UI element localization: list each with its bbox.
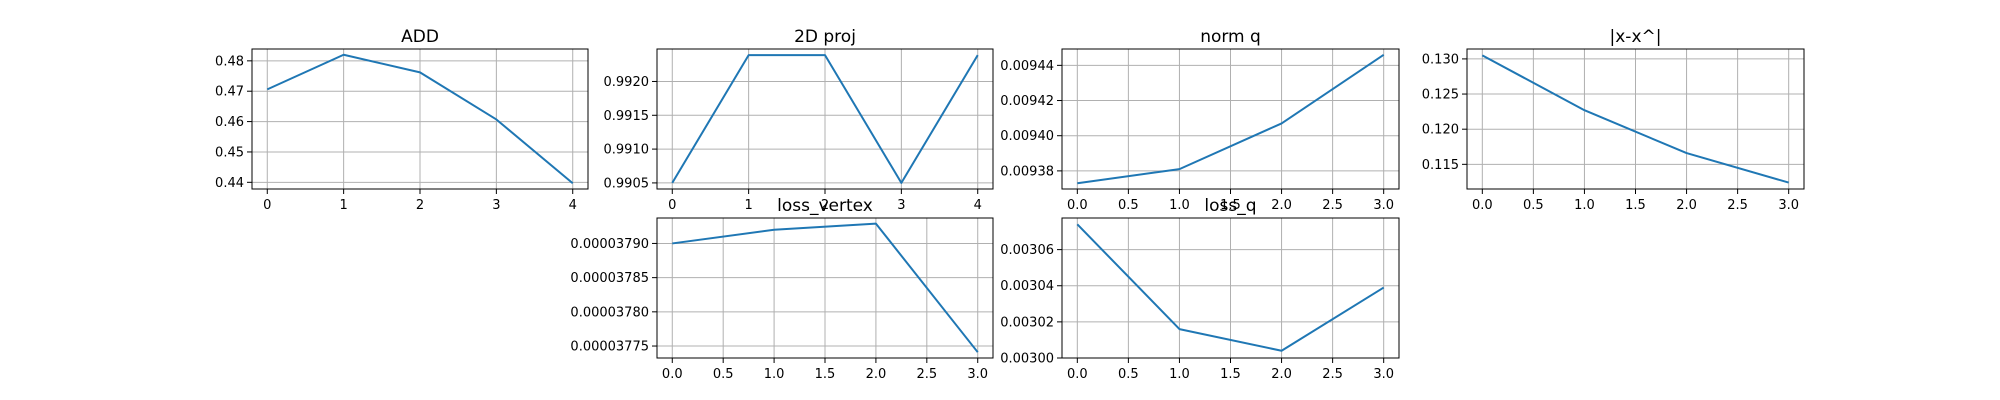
x-tick-label: 2.5 — [1322, 198, 1343, 213]
y-tick-label: 0.125 — [1422, 88, 1459, 103]
y-tick-label: 0.45 — [215, 145, 244, 160]
y-tick-label: 0.00944 — [1000, 59, 1054, 74]
chart-title: ADD — [401, 27, 439, 47]
x-tick-label: 0 — [668, 198, 676, 213]
x-tick-label: 1.5 — [815, 367, 836, 382]
y-tick-label: 0.9920 — [604, 75, 650, 90]
x-tick-label: 1.0 — [1169, 198, 1190, 213]
series-line — [671, 54, 979, 184]
y-tick-label: 0.120 — [1422, 123, 1459, 138]
x-tick-label: 0 — [263, 198, 271, 213]
y-tick-label: 0.00938 — [1000, 164, 1054, 179]
x-tick-label: 1.5 — [1220, 367, 1241, 382]
x-tick-label: 0.5 — [1523, 198, 1544, 213]
x-tick-label: 4 — [974, 198, 982, 213]
y-tick-label: 0.9915 — [604, 109, 650, 124]
x-tick-label: 3.0 — [1778, 198, 1799, 213]
x-tick-label: 0.0 — [662, 367, 683, 382]
x-tick-label: 2.0 — [1271, 198, 1292, 213]
x-tick-label: 1 — [339, 198, 347, 213]
x-tick-label: 1.0 — [1574, 198, 1595, 213]
x-tick-label: 0.0 — [1472, 198, 1493, 213]
series-line — [1076, 223, 1385, 352]
x-tick-label: 1.0 — [764, 367, 785, 382]
chart-title: loss_q — [1204, 196, 1256, 216]
x-tick-label: 0.5 — [1118, 198, 1139, 213]
y-tick-label: 0.44 — [215, 176, 244, 191]
y-tick-label: 0.115 — [1422, 158, 1459, 173]
chart-title: 2D proj — [794, 27, 856, 47]
x-tick-label: 0.0 — [1067, 367, 1088, 382]
x-tick-label: 0.5 — [713, 367, 734, 382]
y-tick-label: 0.00003780 — [570, 305, 649, 320]
series-line — [1481, 54, 1789, 184]
x-tick-label: 2.0 — [1271, 367, 1292, 382]
series-line — [1077, 53, 1385, 185]
subplot-proj2d: 0 1 2 3 4 0.9905 0.9910 0.9915 0.9920 2D proj — [604, 27, 994, 213]
y-tick-label: 0.00306 — [1000, 243, 1054, 258]
x-tick-label: 1.5 — [1220, 198, 1241, 213]
subplot-lossq: 0.0 0.5 1.0 1.5 2.0 2.5 3.0 0.00300 0.00302 0.003… — [1000, 196, 1400, 382]
x-tick-label: 2.5 — [1322, 367, 1343, 382]
x-tick-label: 4 — [569, 198, 577, 213]
subplot-add: 0 1 2 3 4 0.44 0.45 0.46 0.47 0.48 ADD — [215, 27, 589, 213]
x-tick-label: 2.5 — [1727, 198, 1748, 213]
y-tick-label: 0.00003785 — [570, 271, 649, 286]
x-tick-label: 2.0 — [866, 367, 887, 382]
y-tick-label: 0.00302 — [1000, 315, 1054, 330]
y-tick-label: 0.9910 — [604, 143, 650, 158]
y-tick-label: 0.00304 — [1000, 279, 1054, 294]
x-tick-label: 2 — [821, 198, 829, 213]
x-tick-label: 1.0 — [1169, 367, 1190, 382]
y-tick-label: 0.00003775 — [570, 340, 649, 355]
chart-title: |x-x^| — [1610, 27, 1662, 47]
x-tick-label: 0.5 — [1118, 367, 1139, 382]
y-tick-label: 0.00942 — [1000, 94, 1054, 109]
x-tick-label: 1 — [744, 198, 752, 213]
series-line — [672, 222, 979, 353]
subplot-xdiff: 0.0 0.5 1.0 1.5 2.0 2.5 3.0 0.115 0.120 0.125 0.13… — [1422, 27, 1805, 213]
x-tick-label: 0.0 — [1067, 198, 1088, 213]
series-line — [266, 53, 574, 184]
x-tick-label: 1.5 — [1625, 198, 1646, 213]
y-tick-label: 0.130 — [1422, 52, 1459, 67]
x-tick-label: 2 — [416, 198, 424, 213]
y-tick-label: 0.00940 — [1000, 129, 1054, 144]
y-tick-label: 0.00300 — [1000, 352, 1054, 367]
y-tick-label: 0.47 — [215, 85, 244, 100]
x-tick-label: 2.0 — [1676, 198, 1697, 213]
y-tick-label: 0.00003790 — [570, 237, 649, 252]
y-tick-label: 0.48 — [215, 54, 244, 69]
x-tick-label: 2.5 — [916, 367, 937, 382]
x-tick-label: 3.0 — [967, 367, 988, 382]
y-tick-label: 0.46 — [215, 115, 244, 130]
subplot-lossvertex: 0.0 0.5 1.0 1.5 2.0 2.5 3.0 0.00003775 0.0000378… — [570, 196, 994, 382]
x-tick-label: 3.0 — [1373, 367, 1394, 382]
chart-title: loss_vertex — [777, 196, 873, 216]
x-tick-label: 3.0 — [1373, 198, 1394, 213]
subplot-normq: 0.0 0.5 1.0 1.5 2.0 2.5 3.0 0.00938 0.00940 0.009… — [1000, 27, 1400, 213]
x-tick-label: 3 — [897, 198, 905, 213]
x-tick-label: 3 — [492, 198, 500, 213]
y-tick-label: 0.9905 — [604, 176, 650, 191]
chart-title: norm q — [1200, 27, 1261, 47]
